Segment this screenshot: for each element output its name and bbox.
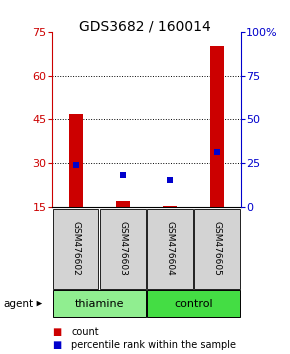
Text: GSM476603: GSM476603: [118, 221, 127, 276]
Text: GSM476604: GSM476604: [166, 221, 175, 276]
Bar: [69, 114, 83, 207]
Bar: [116, 201, 130, 207]
Text: percentile rank within the sample: percentile rank within the sample: [71, 340, 236, 350]
Bar: [120, 172, 126, 178]
Text: GDS3682 / 160014: GDS3682 / 160014: [79, 19, 211, 34]
Text: agent: agent: [3, 298, 33, 309]
Text: ■: ■: [52, 340, 61, 350]
Text: GSM476602: GSM476602: [71, 221, 80, 276]
Bar: [214, 149, 220, 155]
Text: count: count: [71, 327, 99, 337]
Bar: [210, 46, 224, 207]
Text: control: control: [174, 298, 213, 309]
Bar: [163, 206, 177, 207]
Text: thiamine: thiamine: [75, 298, 124, 309]
Bar: [167, 177, 173, 183]
Bar: [73, 161, 79, 168]
Text: ■: ■: [52, 327, 61, 337]
Text: GSM476605: GSM476605: [213, 221, 222, 276]
